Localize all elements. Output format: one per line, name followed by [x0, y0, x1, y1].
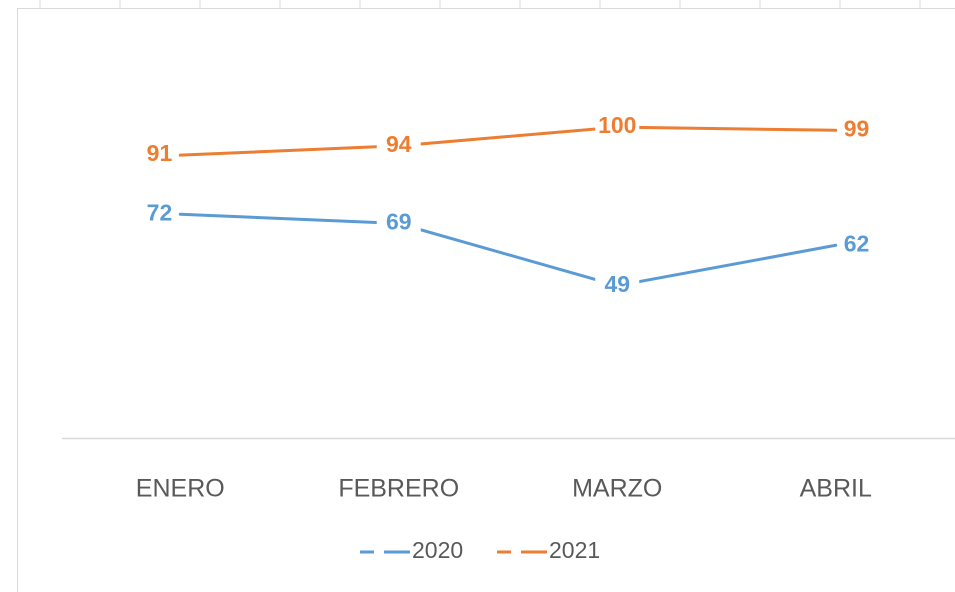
- line: [178, 125, 838, 157]
- label-bg: [595, 271, 640, 300]
- x-tick-label: ENERO: [136, 475, 225, 503]
- label-bg: [376, 131, 421, 160]
- sheet-cells: [39, 0, 921, 8]
- x-tick-label: ABRIL: [800, 475, 872, 503]
- label-bg: [376, 209, 421, 238]
- chart-border: [17, 8, 955, 592]
- data-label: 72: [147, 199, 173, 225]
- data-label: 62: [844, 230, 870, 256]
- legend-label: 2021: [549, 537, 600, 563]
- label-bg: [595, 113, 640, 142]
- x-tick-label: MARZO: [572, 475, 662, 503]
- data-label: 49: [604, 271, 630, 297]
- legend-label: 2020: [412, 537, 463, 563]
- x-tick-label: FEBRERO: [338, 475, 459, 503]
- data-label: 94: [386, 131, 412, 157]
- data-label: 99: [844, 115, 870, 141]
- data-label: 91: [147, 140, 173, 166]
- data-label: 100: [598, 112, 636, 138]
- data-label: 69: [386, 209, 412, 235]
- line: [178, 212, 838, 288]
